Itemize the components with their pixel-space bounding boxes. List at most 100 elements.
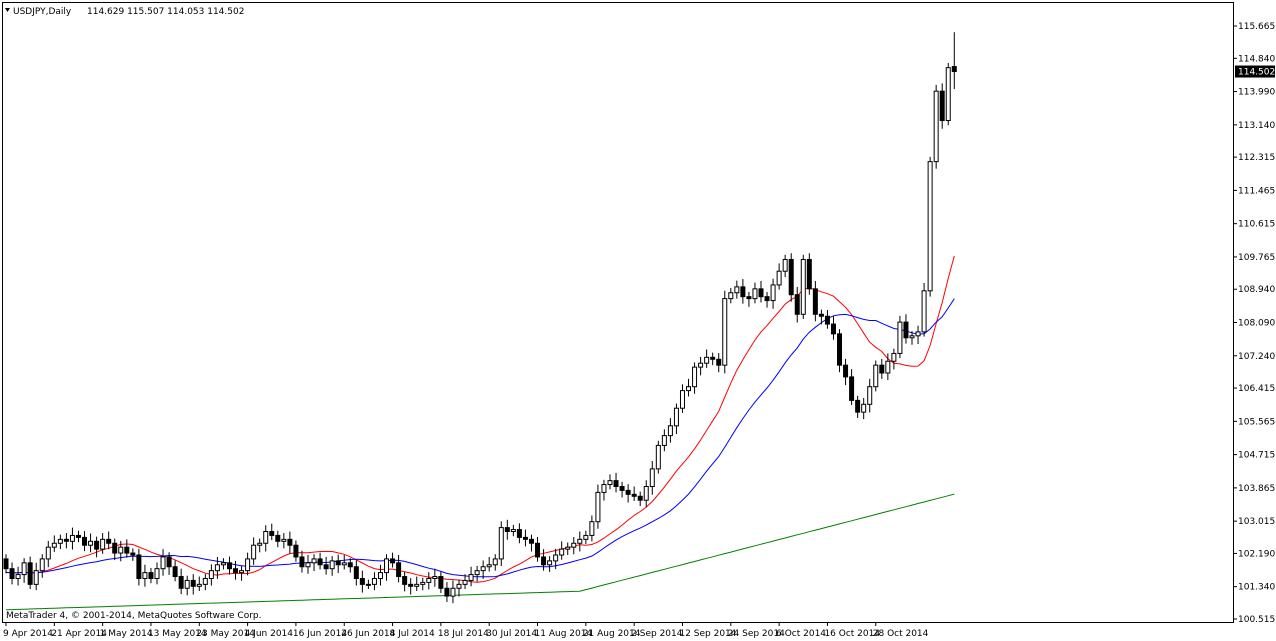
candle-body (498, 527, 504, 560)
candle-body (927, 161, 933, 292)
candle-body (891, 352, 897, 362)
candle-body (88, 540, 94, 546)
candle-body (559, 548, 565, 556)
candle-body (305, 562, 311, 568)
candle-body (661, 435, 667, 446)
candle-body (27, 562, 33, 585)
ohlc-readout: 114.629 115.507 114.053 114.502 (87, 7, 244, 17)
candle-body (214, 564, 220, 572)
candle-body (160, 556, 166, 570)
candle-body (945, 67, 951, 122)
current-price-tag: 114.502 (1235, 65, 1275, 78)
x-tick-label: 2 Sep 2014 (631, 629, 683, 639)
y-tick-label: 113.140 (1238, 121, 1275, 131)
candle-body (776, 270, 782, 286)
candle-body (172, 566, 178, 578)
candle-body (535, 542, 541, 558)
candle-body (275, 534, 281, 542)
candle-body (178, 576, 184, 589)
candle-body (226, 562, 232, 570)
x-tick-label: 11 Aug 2014 (535, 629, 593, 639)
y-tick-label: 106.415 (1238, 384, 1275, 394)
candle-body (287, 538, 293, 546)
x-tick-label: 30 Jul 2014 (486, 629, 537, 639)
candle-body (166, 556, 172, 568)
candle-body (450, 587, 456, 597)
candle-body (317, 558, 323, 566)
candle-body (595, 491, 601, 523)
candle-body (837, 333, 843, 366)
candle-body (752, 288, 758, 300)
x-tick-label: 4 Jun 2014 (245, 629, 294, 639)
candle-body (510, 529, 516, 533)
x-tick-label: 21 Apr 2014 (51, 629, 107, 639)
candle-body (311, 558, 317, 564)
candle-body (365, 583, 371, 586)
x-tick-label: 13 May 2014 (148, 629, 207, 639)
candle-body (873, 364, 879, 388)
candle-body (607, 480, 613, 486)
candle-body (613, 480, 619, 488)
candle-body (764, 296, 770, 302)
candle-body (474, 570, 480, 576)
x-tick-label: 16 Oct 2014 (824, 629, 880, 639)
x-tick-label: 9 Apr 2014 (3, 629, 53, 639)
candle-body (9, 568, 15, 579)
candle-body (390, 558, 396, 564)
candle-body (408, 583, 414, 587)
symbol-label: USDJPY,Daily (13, 7, 72, 17)
candle-body (806, 258, 812, 290)
candle-body (897, 321, 903, 354)
candle-body (100, 538, 106, 550)
candle-body (293, 544, 299, 558)
candle-body (414, 583, 420, 587)
candle-body (698, 362, 704, 368)
candle-body (830, 323, 836, 335)
candle-body (3, 558, 9, 570)
candle-body (643, 486, 649, 501)
x-tick-label: 6 Oct 2014 (776, 629, 826, 639)
x-tick-label: 26 Jun 2014 (341, 629, 395, 639)
candle-body (565, 546, 571, 550)
candle-body (788, 258, 794, 296)
candle-body (903, 321, 909, 339)
candle-body (371, 577, 377, 585)
candle-body (655, 444, 661, 470)
candle-body (245, 558, 251, 572)
candle-body (679, 390, 685, 409)
x-tick-label: 1 May 2014 (100, 629, 153, 639)
candle-body (528, 538, 534, 544)
candle-body (432, 576, 438, 579)
y-tick-label: 115.665 (1238, 22, 1275, 32)
candle-body (939, 90, 945, 122)
y-tick-label: 108.940 (1238, 285, 1275, 295)
candle-body (63, 538, 69, 542)
candle-body (673, 407, 679, 427)
y-tick-label: 100.515 (1238, 615, 1275, 625)
x-tick-label: 8 Jul 2014 (390, 629, 435, 639)
ma-medium-line (5, 298, 955, 578)
x-tick-label: 28 Oct 2014 (873, 629, 929, 639)
candle-body (782, 258, 788, 272)
candle-body (353, 566, 359, 579)
candle-body (202, 577, 208, 585)
candle-body (504, 527, 510, 533)
candle-body (124, 546, 130, 554)
y-tick-label: 113.990 (1238, 88, 1275, 98)
candle-body (631, 493, 637, 497)
candle-body (855, 399, 861, 413)
candle-body (384, 558, 390, 574)
candle-body (57, 538, 63, 544)
y-tick-label: 109.765 (1238, 253, 1275, 263)
triangle-down-icon[interactable] (5, 8, 10, 12)
candle-body (239, 570, 245, 574)
candle-body (577, 538, 583, 544)
candle-body (740, 286, 746, 298)
candle-body (843, 364, 849, 378)
y-tick-label: 103.865 (1238, 484, 1275, 494)
candle-body (21, 562, 27, 576)
x-tick-label: 23 May 2014 (196, 629, 255, 639)
candle-body (625, 489, 631, 495)
candle-body (233, 568, 239, 574)
